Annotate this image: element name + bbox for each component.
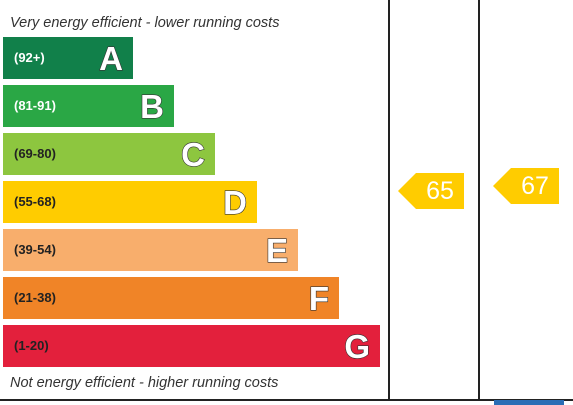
bottom-accent: [494, 400, 564, 405]
band-letter: E: [265, 231, 288, 269]
bottom-caption: Not energy efficient - higher running co…: [10, 375, 279, 391]
current-rating-value: 65: [426, 177, 454, 205]
band-letter: A: [99, 39, 124, 77]
band-letter: B: [140, 87, 165, 125]
current-arrow-body: [416, 173, 464, 209]
column-divider-potential: [478, 0, 480, 400]
bottom-border: [0, 399, 573, 401]
band-letter: G: [344, 327, 371, 365]
current-arrow-tip: [398, 173, 416, 209]
band-range: (39-54): [14, 242, 56, 257]
band-range: (1-20): [14, 338, 49, 353]
band-g: (1-20) G: [3, 325, 380, 367]
band-letter: D: [223, 183, 248, 221]
band-letter: F: [308, 279, 329, 317]
band-range: (81-91): [14, 98, 56, 113]
band-range: (92+): [14, 50, 45, 65]
potential-rating-arrow: 67: [493, 168, 559, 204]
band-a: (92+) A: [3, 37, 133, 79]
current-rating-arrow: 65: [398, 173, 464, 209]
band-letter: C: [181, 135, 206, 173]
band-range: (55-68): [14, 194, 56, 209]
band-f: (21-38) F: [3, 277, 339, 319]
band-range: (69-80): [14, 146, 56, 161]
band-range: (21-38): [14, 290, 56, 305]
band-e: (39-54) E: [3, 229, 298, 271]
band-b: (81-91) B: [3, 85, 174, 127]
potential-arrow-body: [511, 168, 559, 204]
column-divider-current: [388, 0, 390, 400]
potential-rating-value: 67: [521, 172, 549, 200]
band-c: (69-80) C: [3, 133, 215, 175]
top-caption: Very energy efficient - lower running co…: [10, 15, 280, 31]
potential-arrow-tip: [493, 168, 511, 204]
band-d: (55-68) D: [3, 181, 257, 223]
